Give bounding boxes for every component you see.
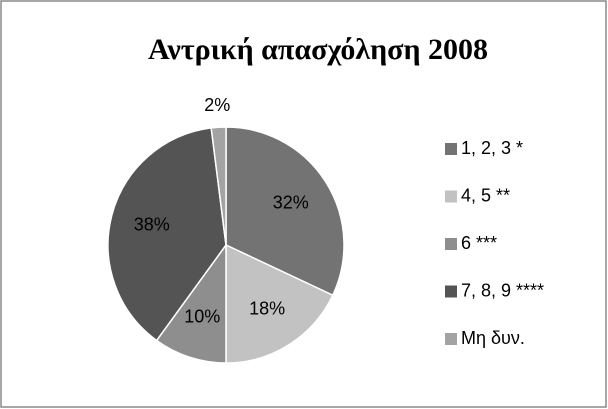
legend-label: Μη δυν.: [461, 328, 525, 348]
legend-label: 4, 5 **: [461, 185, 510, 205]
pie-slice: [225, 126, 345, 297]
legend-swatch: [445, 285, 457, 298]
legend-swatch: [445, 143, 457, 155]
pie-slice: [210, 126, 227, 246]
chart-title: Αντρική απασχόληση 2008: [148, 33, 488, 66]
legend-label: 1, 2, 3 *: [461, 138, 523, 158]
data-label: 38%: [134, 215, 170, 235]
pie-slice: [155, 242, 227, 364]
legend-swatch: [445, 333, 457, 345]
data-label: 10%: [184, 307, 220, 327]
data-label: 18%: [249, 299, 285, 319]
legend-label: 6 ***: [461, 233, 497, 253]
data-label: 2%: [204, 95, 230, 115]
data-label: 32%: [273, 193, 309, 213]
pie-slice: [107, 127, 227, 342]
pie-slice: [225, 243, 334, 364]
legend-label: 7, 8, 9 ****: [461, 280, 544, 300]
legend-swatch: [445, 238, 457, 250]
legend-swatch: [445, 190, 457, 203]
